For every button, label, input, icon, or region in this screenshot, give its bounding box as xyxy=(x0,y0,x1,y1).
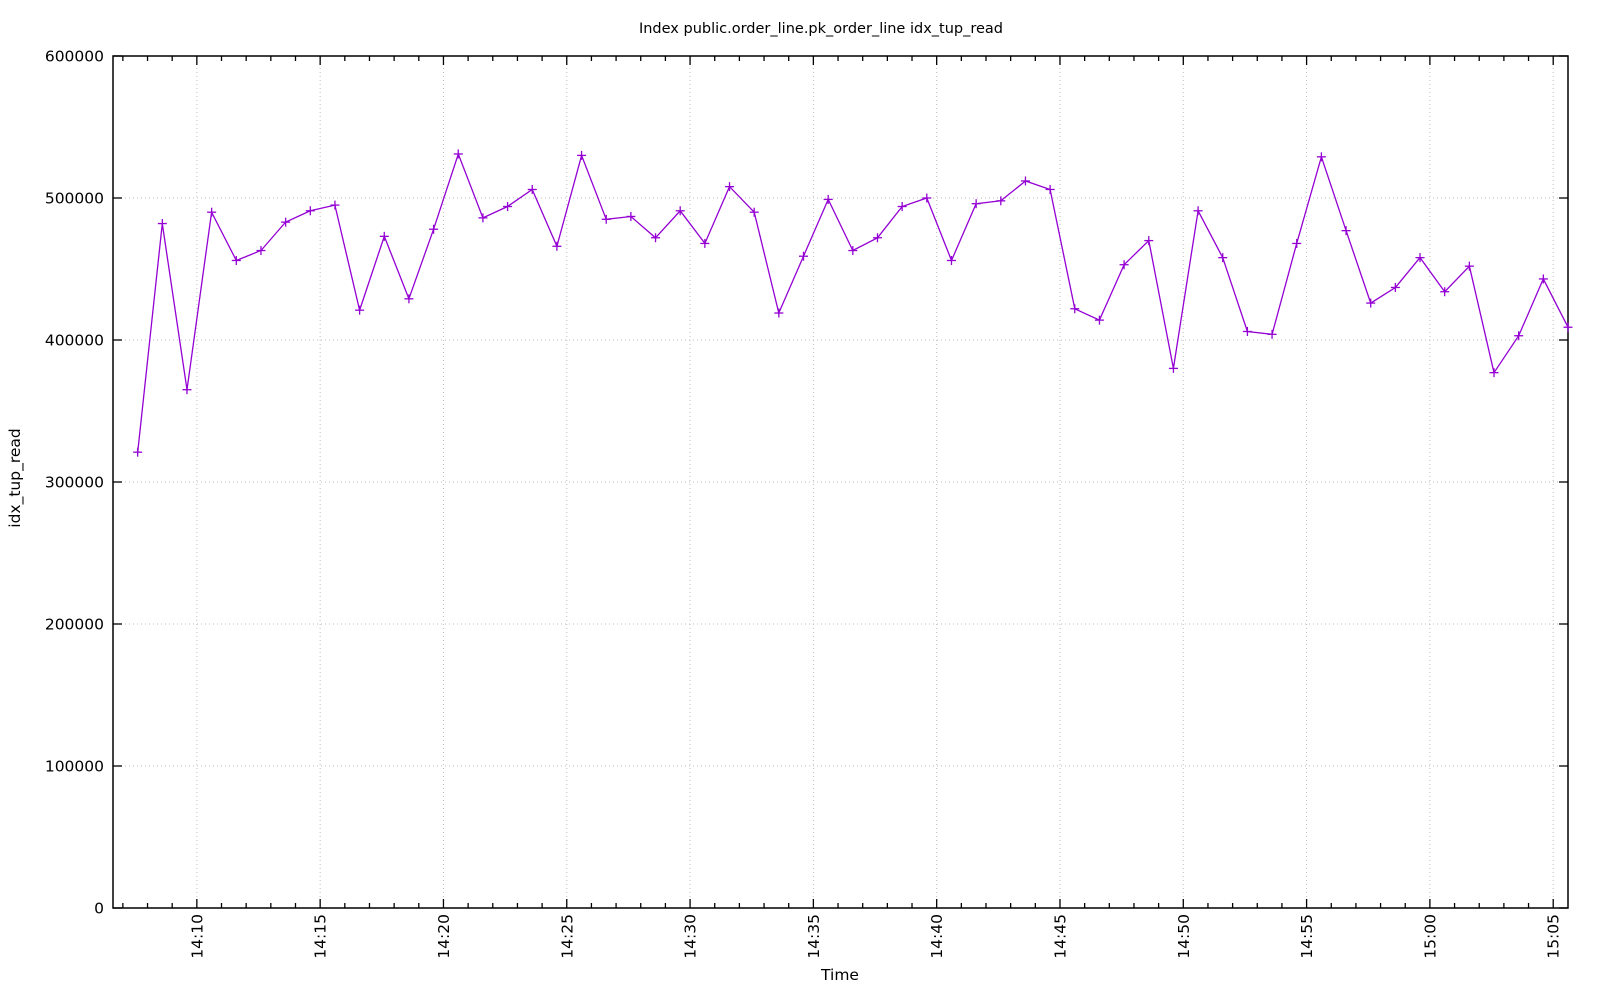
series-line xyxy=(137,152,1569,453)
series-markers xyxy=(133,149,1573,457)
x-tick-label: 14:30 xyxy=(682,914,700,959)
x-tick-label: 15:05 xyxy=(1545,914,1563,959)
x-tick-label: 15:00 xyxy=(1421,914,1439,959)
x-tick-label: 14:10 xyxy=(188,914,206,959)
x-tick-label: 14:35 xyxy=(805,914,823,959)
x-tick-label: 14:55 xyxy=(1298,914,1316,959)
data-series xyxy=(133,149,1573,457)
gridlines xyxy=(113,56,1568,908)
x-tick-label: 14:15 xyxy=(312,914,330,959)
x-tick-label: 14:50 xyxy=(1175,914,1193,959)
x-tick-label: 14:25 xyxy=(558,914,576,959)
x-tick-label: 14:40 xyxy=(928,914,946,959)
y-tick-label: 500000 xyxy=(45,190,104,208)
x-axis-label: Time xyxy=(820,966,859,984)
chart-title: Index public.order_line.pk_order_line id… xyxy=(639,21,1003,37)
y-tick-label: 0 xyxy=(94,900,104,918)
y-tick-label: 200000 xyxy=(45,616,104,634)
x-tick-label: 14:45 xyxy=(1051,914,1069,959)
y-tick-label: 300000 xyxy=(45,474,104,492)
y-tick-label: 100000 xyxy=(45,758,104,776)
y-tick-label: 600000 xyxy=(45,48,104,66)
x-tick-label: 14:20 xyxy=(435,914,453,959)
tick-labels: 0 100000 200000 300000 400000 500000 600000 14:… xyxy=(45,48,1563,959)
axes-and-ticks xyxy=(112,55,1569,909)
y-tick-label: 400000 xyxy=(45,332,104,350)
y-axis-label: idx_tup_read xyxy=(6,428,25,527)
